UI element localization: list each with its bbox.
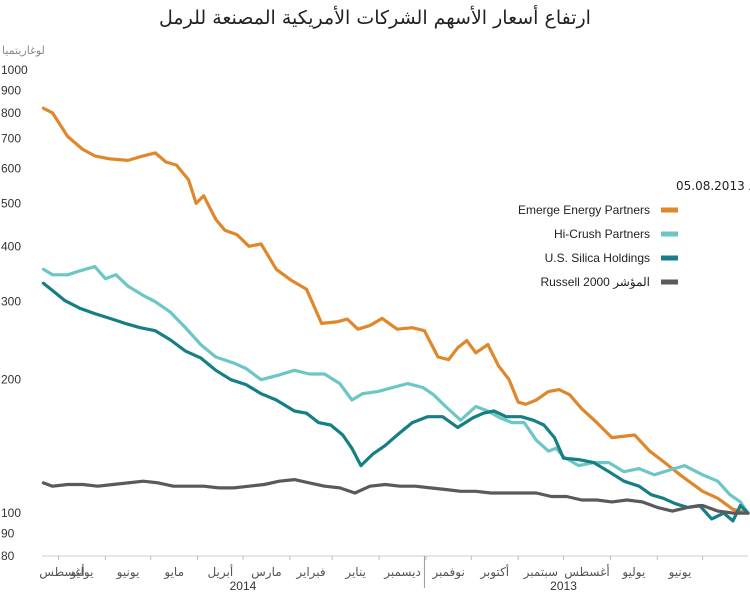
x-tick-label: مايو [163, 565, 184, 580]
y-tick-label: 100 [1, 506, 21, 520]
x-tick-label: يونيو [116, 565, 140, 580]
y-axis-label: لوغاريتميا [2, 44, 45, 57]
legend-label: Emerge Energy Partners [518, 203, 650, 217]
x-tick-label: يوليو [69, 565, 93, 580]
year-label: 2014 [230, 579, 257, 593]
legend-label: U.S. Silica Holdings [545, 251, 650, 265]
legend-label: Russell 2000 المؤشر [540, 275, 650, 289]
x-tick-label: يناير [344, 565, 366, 580]
y-tick-label: 700 [1, 132, 21, 146]
x-tick-label: نوفمبر [431, 565, 464, 580]
y-tick-label: 800 [1, 106, 21, 120]
series-line-0 [41, 106, 750, 515]
x-tick-label: أغسطس [39, 564, 84, 580]
y-tick-label: 90 [1, 526, 15, 540]
y-axis-ticks: 80 90 100 200 300 400 500 600 700 800 900 1000 [1, 63, 28, 563]
legend: منذ 05.08.2013 Emerge Energy Partners Hi-… [518, 179, 750, 289]
y-tick-label: 400 [1, 239, 21, 253]
x-tick-label: يوليو [621, 565, 645, 580]
x-tick-label: أكتوبر [479, 564, 509, 580]
series-line-2 [41, 281, 750, 523]
x-tick-label: مارس [251, 565, 282, 580]
chart-title: ارتفاع أسعار الأسهم الشركات الأمريكية ال… [159, 5, 591, 29]
year-label: 2013 [550, 579, 577, 593]
y-tick-label: 600 [1, 161, 21, 175]
x-tick-label: سبتمبر [523, 565, 558, 580]
x-tick-label: فبراير [295, 565, 325, 580]
x-tick-label: أبريل [207, 564, 233, 580]
x-tick-label: أغسطس [564, 564, 609, 580]
y-tick-label: 200 [1, 373, 21, 387]
series-lines [41, 106, 750, 523]
series-line-1 [41, 265, 750, 515]
y-tick-label: 300 [1, 295, 21, 309]
y-tick-label: 80 [1, 549, 15, 563]
x-axis-ticks: يونيويوليوأغسطسسبتمبرأكتوبرنوفمبرديسمبري… [39, 555, 748, 593]
y-tick-label: 900 [1, 83, 21, 97]
y-tick-label: 1000 [1, 63, 28, 77]
y-tick-label: 500 [1, 196, 21, 210]
x-tick-label: ديسمبر [383, 565, 421, 580]
legend-items: Emerge Energy Partners Hi-Crush Partners U… [518, 203, 678, 289]
x-tick-label: يونيو [668, 565, 692, 580]
legend-title: منذ 05.08.2013 [676, 179, 750, 193]
series-line-3 [41, 478, 750, 515]
legend-label: Hi-Crush Partners [554, 227, 650, 241]
